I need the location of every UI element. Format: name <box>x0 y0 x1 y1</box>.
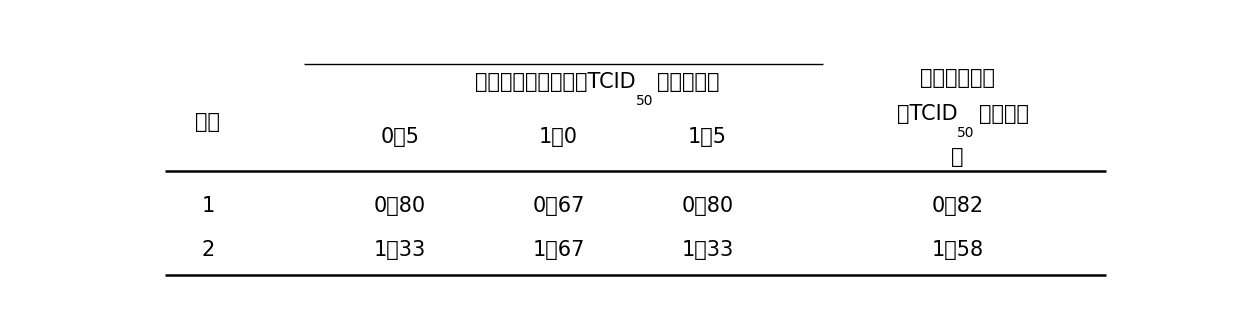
Text: 0．80: 0．80 <box>374 196 427 216</box>
Text: 0．5: 0．5 <box>381 127 419 147</box>
Text: （TCID: （TCID <box>897 104 957 124</box>
Text: 每次试验病毒滤度（TCID: 每次试验病毒滤度（TCID <box>475 72 635 92</box>
Text: 平均病毒滤度: 平均病毒滤度 <box>920 68 994 88</box>
Text: 値: 値 <box>951 147 963 167</box>
Text: 1．67: 1．67 <box>532 240 585 260</box>
Text: 1．0: 1．0 <box>539 127 578 147</box>
Text: 0．80: 0．80 <box>682 196 734 216</box>
Text: 1: 1 <box>201 196 215 216</box>
Text: 2: 2 <box>201 240 215 260</box>
Text: ）的对数値: ）的对数値 <box>657 72 719 92</box>
Text: 50: 50 <box>957 126 975 140</box>
Text: 1．33: 1．33 <box>374 240 427 260</box>
Text: 1．33: 1．33 <box>682 240 734 260</box>
Text: 0．82: 0．82 <box>931 196 983 216</box>
Text: 1．5: 1．5 <box>688 127 727 147</box>
Text: 50: 50 <box>635 94 653 108</box>
Text: 0．67: 0．67 <box>532 196 585 216</box>
Text: ）的对数: ）的对数 <box>978 104 1028 124</box>
Text: 1．58: 1．58 <box>931 240 983 260</box>
Text: 组别: 组别 <box>196 112 221 132</box>
